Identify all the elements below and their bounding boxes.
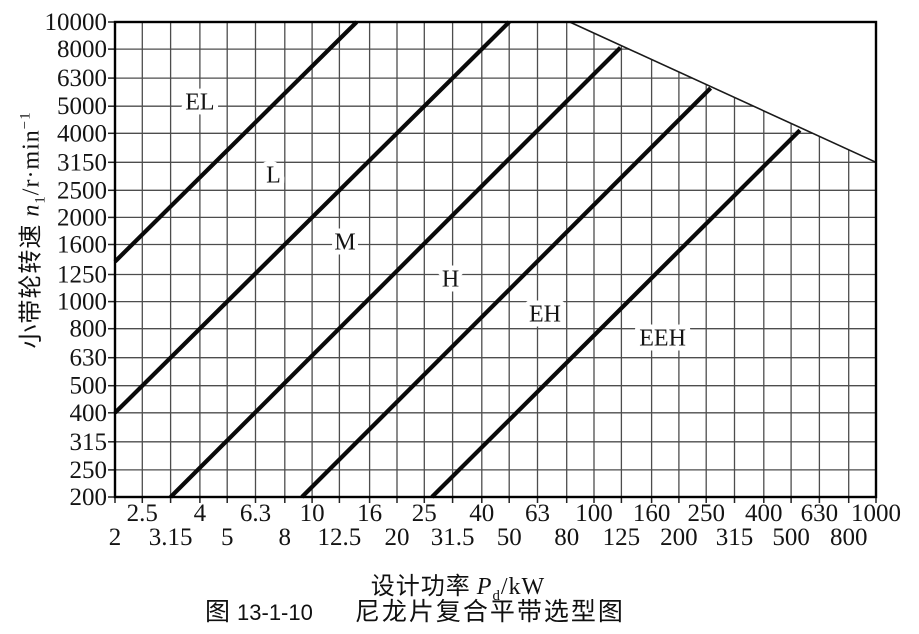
x-tick-label: 630 bbox=[801, 500, 839, 527]
x-tick-label: 6.3 bbox=[240, 500, 271, 527]
x-tick-label: 8 bbox=[279, 524, 292, 551]
y-tick-label: 1000 bbox=[57, 289, 107, 316]
x-tick-label: 3.15 bbox=[149, 524, 193, 551]
x-tick-label: 100 bbox=[575, 500, 613, 527]
x-tick-label: 50 bbox=[497, 524, 522, 551]
region-label-EH: EH bbox=[529, 302, 561, 328]
x-tick-label: 160 bbox=[633, 500, 671, 527]
x-axis-variable-subscript: d bbox=[492, 587, 501, 604]
figure-number: 13-1-10 bbox=[237, 600, 313, 625]
region-label-EEH: EEH bbox=[639, 325, 686, 351]
region-label-H: H bbox=[442, 266, 459, 292]
y-tick-label: 5000 bbox=[57, 93, 107, 120]
region-labels: EL L M H EH EEH bbox=[180, 84, 691, 356]
x-axis-variable: P bbox=[476, 574, 493, 600]
x-tick-label: 1000 bbox=[851, 500, 901, 527]
boundary-line-L-M bbox=[113, 20, 511, 415]
region-label-M: M bbox=[334, 230, 355, 256]
y-tick-label: 2000 bbox=[57, 204, 107, 231]
y-tick-label: 10000 bbox=[45, 9, 108, 36]
x-tick-label: 200 bbox=[660, 524, 698, 551]
boundary-lines bbox=[113, 20, 802, 499]
speed-limit-line bbox=[569, 21, 877, 164]
x-tick-label: 40 bbox=[469, 500, 494, 527]
tick-marks bbox=[108, 21, 877, 503]
figure-caption: 图 13-1-10 尼龙片复合平带选型图 bbox=[205, 592, 625, 628]
y-tick-label: 8000 bbox=[57, 36, 107, 63]
x-tick-label: 10 bbox=[300, 500, 325, 527]
y-tick-label: 200 bbox=[70, 484, 108, 511]
y-tick-label: 315 bbox=[70, 429, 108, 456]
figure-label: 图 bbox=[205, 599, 231, 626]
y-tick-label: 6300 bbox=[57, 65, 107, 92]
y-tick-label: 250 bbox=[70, 457, 108, 484]
plot-border bbox=[113, 20, 878, 499]
boundary-line-M-H bbox=[169, 46, 622, 499]
x-tick-labels: 22.53.15456.381012.516202531.54050638010… bbox=[109, 500, 901, 551]
region-label-L: L bbox=[266, 162, 281, 188]
x-tick-label: 80 bbox=[554, 524, 579, 551]
y-tick-label: 1600 bbox=[57, 232, 107, 259]
x-tick-label: 800 bbox=[830, 524, 868, 551]
x-tick-label: 16 bbox=[357, 500, 382, 527]
y-tick-label: 3150 bbox=[57, 149, 107, 176]
x-tick-label: 125 bbox=[603, 524, 641, 551]
y-tick-label: 1250 bbox=[57, 262, 107, 289]
x-tick-label: 250 bbox=[687, 500, 725, 527]
region-label-EL: EL bbox=[185, 89, 214, 115]
x-tick-label: 400 bbox=[745, 500, 783, 527]
x-tick-label: 25 bbox=[412, 500, 437, 527]
x-tick-label: 315 bbox=[716, 524, 754, 551]
x-axis-title: 设计功率 Pd/kW bbox=[371, 566, 545, 605]
x-tick-label: 4 bbox=[194, 500, 207, 527]
x-tick-label: 500 bbox=[772, 524, 810, 551]
x-tick-label: 12.5 bbox=[318, 524, 362, 551]
y-tick-label: 800 bbox=[70, 316, 108, 343]
x-tick-label: 5 bbox=[221, 524, 234, 551]
y-tick-label: 4000 bbox=[57, 120, 107, 147]
figure-title: 尼龙片复合平带选型图 bbox=[354, 599, 625, 626]
boundary-line-EH-EEH bbox=[430, 128, 802, 499]
boundary-line-EL-L bbox=[113, 20, 359, 264]
x-tick-label: 31.5 bbox=[431, 524, 475, 551]
x-tick-label: 2 bbox=[109, 524, 122, 551]
x-tick-label: 2.5 bbox=[127, 500, 158, 527]
x-tick-label: 63 bbox=[525, 500, 550, 527]
y-tick-label: 2500 bbox=[57, 177, 107, 204]
x-tick-label: 20 bbox=[385, 524, 410, 551]
x-axis-title-text: 设计功率 bbox=[370, 574, 471, 600]
x-axis-unit: /kW bbox=[500, 574, 546, 600]
y-tick-label: 500 bbox=[70, 373, 108, 400]
y-tick-label: 400 bbox=[70, 400, 108, 427]
y-tick-label: 630 bbox=[70, 345, 108, 372]
boundary-line-H-EH bbox=[300, 86, 713, 499]
grid bbox=[115, 22, 876, 497]
